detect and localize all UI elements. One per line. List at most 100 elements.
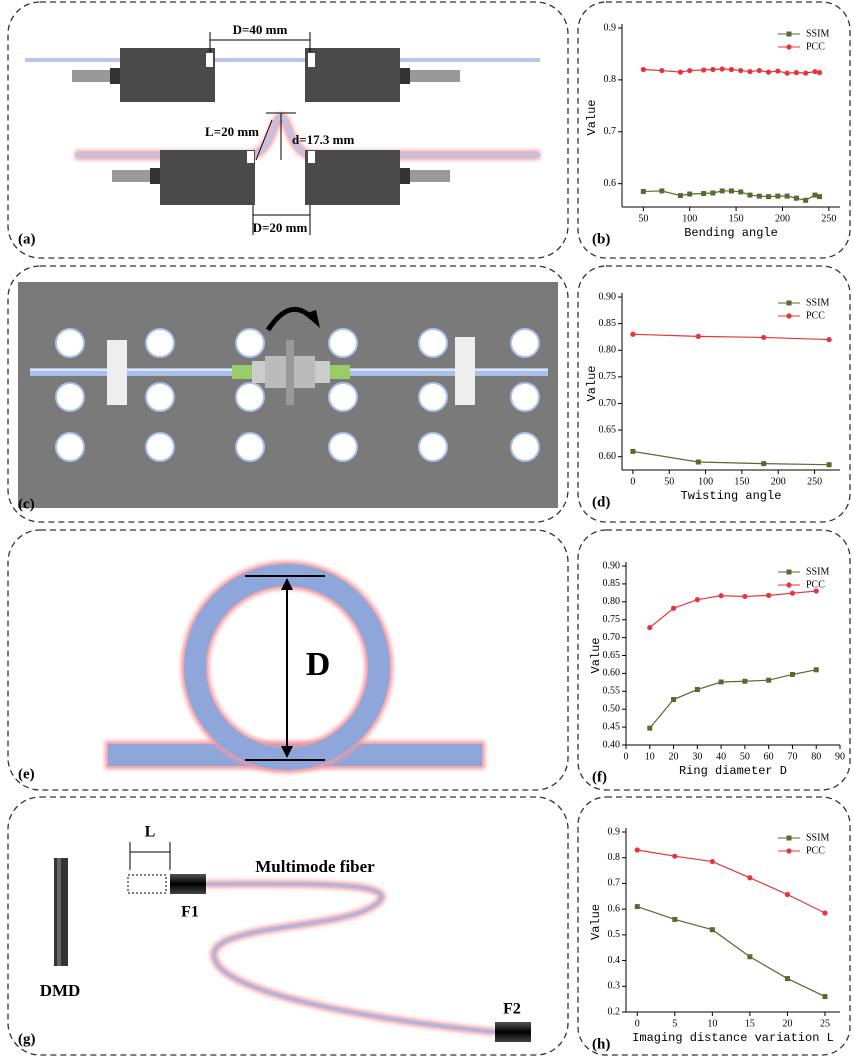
data-point: [747, 69, 752, 74]
data-point: [812, 69, 817, 74]
y-tick-label: 0.40: [603, 739, 621, 750]
x-tick-label: 0: [635, 1018, 640, 1029]
dimension-label: D: [306, 646, 331, 683]
data-point: [659, 68, 664, 73]
x-tick-label: 20: [782, 1018, 792, 1029]
x-tick-label: 25: [820, 1018, 830, 1029]
data-point: [790, 672, 795, 677]
y-tick-label: 0.80: [599, 345, 617, 356]
data-point: [729, 188, 734, 193]
y-tick-label: 0.60: [599, 451, 617, 462]
legend-marker: [787, 836, 792, 841]
data-point: [710, 67, 715, 72]
panel-label: (a): [18, 231, 36, 247]
diagram-e: D (e): [18, 575, 485, 782]
x-tick-label: 200: [775, 213, 790, 224]
figure: D=40 mm L=20 mm d=17.3 mm D=20 mm (a) (c…: [0, 0, 854, 1059]
x-tick-label: 50: [664, 476, 674, 487]
data-point: [785, 71, 790, 76]
x-tick-label: 10: [707, 1018, 717, 1029]
data-point: [641, 67, 646, 72]
y-tick-label: 0.6: [604, 178, 617, 189]
legend-marker: [787, 32, 792, 37]
y-axis-title: Value: [589, 904, 603, 940]
data-point: [817, 194, 822, 199]
data-point: [747, 954, 752, 959]
legend-label: SSIM: [806, 566, 829, 577]
device-label: DMD: [40, 981, 81, 1000]
legend-marker: [786, 313, 791, 318]
dimension-label: D=40 mm: [233, 22, 288, 37]
data-point: [803, 198, 808, 203]
x-tick-label: 15: [745, 1018, 755, 1029]
data-point: [678, 70, 683, 75]
legend-label: PCC: [806, 845, 825, 856]
data-point: [738, 189, 743, 194]
data-point: [742, 594, 747, 599]
panel-label: (c): [18, 496, 35, 512]
data-point: [672, 917, 677, 922]
data-point: [720, 66, 725, 71]
x-tick-label: 70: [787, 751, 797, 762]
data-point: [630, 332, 635, 337]
y-tick-label: 0.9: [604, 22, 617, 33]
y-tick-label: 0.75: [603, 614, 621, 625]
y-tick-label: 0.7: [608, 878, 621, 889]
data-point: [671, 606, 676, 611]
x-tick-label: 100: [698, 476, 713, 487]
dimension-label: D=20 mm: [253, 220, 308, 235]
panel-label: (h): [592, 1036, 610, 1052]
data-point: [672, 854, 677, 859]
y-axis-title: Value: [585, 365, 599, 401]
legend-marker: [786, 848, 791, 853]
data-point: [766, 593, 771, 598]
data-point: [785, 892, 790, 897]
series-line: [637, 907, 825, 997]
x-axis-title: Ring diameter D: [679, 764, 787, 778]
legend-label: PCC: [806, 579, 825, 590]
x-axis-title: Bending angle: [684, 226, 778, 240]
data-point: [647, 726, 652, 731]
x-tick-label: 200: [771, 476, 786, 487]
data-point: [785, 194, 790, 199]
x-tick-label: 10: [645, 751, 655, 762]
data-point: [719, 593, 724, 598]
data-point: [785, 976, 790, 981]
data-point: [729, 67, 734, 72]
x-tick-label: 150: [734, 476, 749, 487]
x-tick-label: 30: [692, 751, 702, 762]
legend-label: SSIM: [806, 28, 829, 39]
fiber-label: Multimode fiber: [255, 857, 375, 876]
y-tick-label: 0.60: [603, 668, 621, 679]
data-point: [701, 67, 706, 72]
data-point: [747, 875, 752, 880]
data-point: [710, 927, 715, 932]
data-point: [696, 460, 701, 465]
data-point: [766, 194, 771, 199]
x-tick-label: 50: [740, 751, 750, 762]
data-point: [687, 192, 692, 197]
panel-label: (b): [592, 231, 610, 247]
legend-label: SSIM: [806, 832, 829, 843]
y-tick-label: 0.85: [599, 318, 617, 329]
x-tick-label: 100: [682, 213, 697, 224]
data-point: [695, 687, 700, 692]
y-tick-label: 0.90: [603, 560, 621, 571]
y-tick-label: 0.8: [604, 74, 617, 85]
data-point: [766, 70, 771, 75]
legend-marker: [786, 582, 791, 587]
x-tick-label: 5: [672, 1018, 677, 1029]
device-label: F2: [503, 1001, 521, 1018]
series-line: [637, 850, 825, 913]
x-tick-label: 80: [811, 751, 821, 762]
x-tick-label: 0: [630, 476, 635, 487]
y-tick-label: 0.70: [599, 398, 617, 409]
series-line: [633, 451, 829, 464]
data-point: [647, 625, 652, 630]
data-point: [761, 335, 766, 340]
data-point: [748, 193, 753, 198]
legend-label: SSIM: [806, 297, 829, 308]
y-tick-label: 0.8: [608, 852, 621, 863]
data-point: [814, 667, 819, 672]
data-point: [757, 68, 762, 73]
